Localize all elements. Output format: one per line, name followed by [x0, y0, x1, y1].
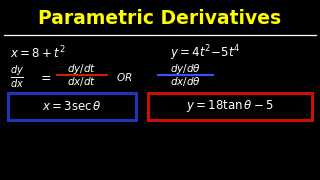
- Text: $y = 18\tan\theta - 5$: $y = 18\tan\theta - 5$: [186, 98, 274, 114]
- Text: $=$: $=$: [38, 71, 52, 84]
- Text: $x = 3\sec\theta$: $x = 3\sec\theta$: [42, 100, 102, 113]
- FancyBboxPatch shape: [148, 93, 312, 120]
- Text: $dy/d\theta$: $dy/d\theta$: [170, 62, 201, 76]
- Text: $y = 4t^2\!-\!5t^4$: $y = 4t^2\!-\!5t^4$: [170, 43, 241, 63]
- FancyBboxPatch shape: [8, 93, 136, 120]
- Text: $dx/dt$: $dx/dt$: [68, 75, 97, 89]
- Text: $\frac{dy}{dx}$: $\frac{dy}{dx}$: [10, 64, 24, 90]
- Text: Parametric Derivatives: Parametric Derivatives: [38, 10, 282, 28]
- Text: $OR$: $OR$: [116, 71, 132, 83]
- Text: $dy/dt$: $dy/dt$: [68, 62, 97, 76]
- Text: $dx/d\theta$: $dx/d\theta$: [170, 75, 201, 89]
- Text: $x = 8 + t^2$: $x = 8 + t^2$: [10, 45, 66, 61]
